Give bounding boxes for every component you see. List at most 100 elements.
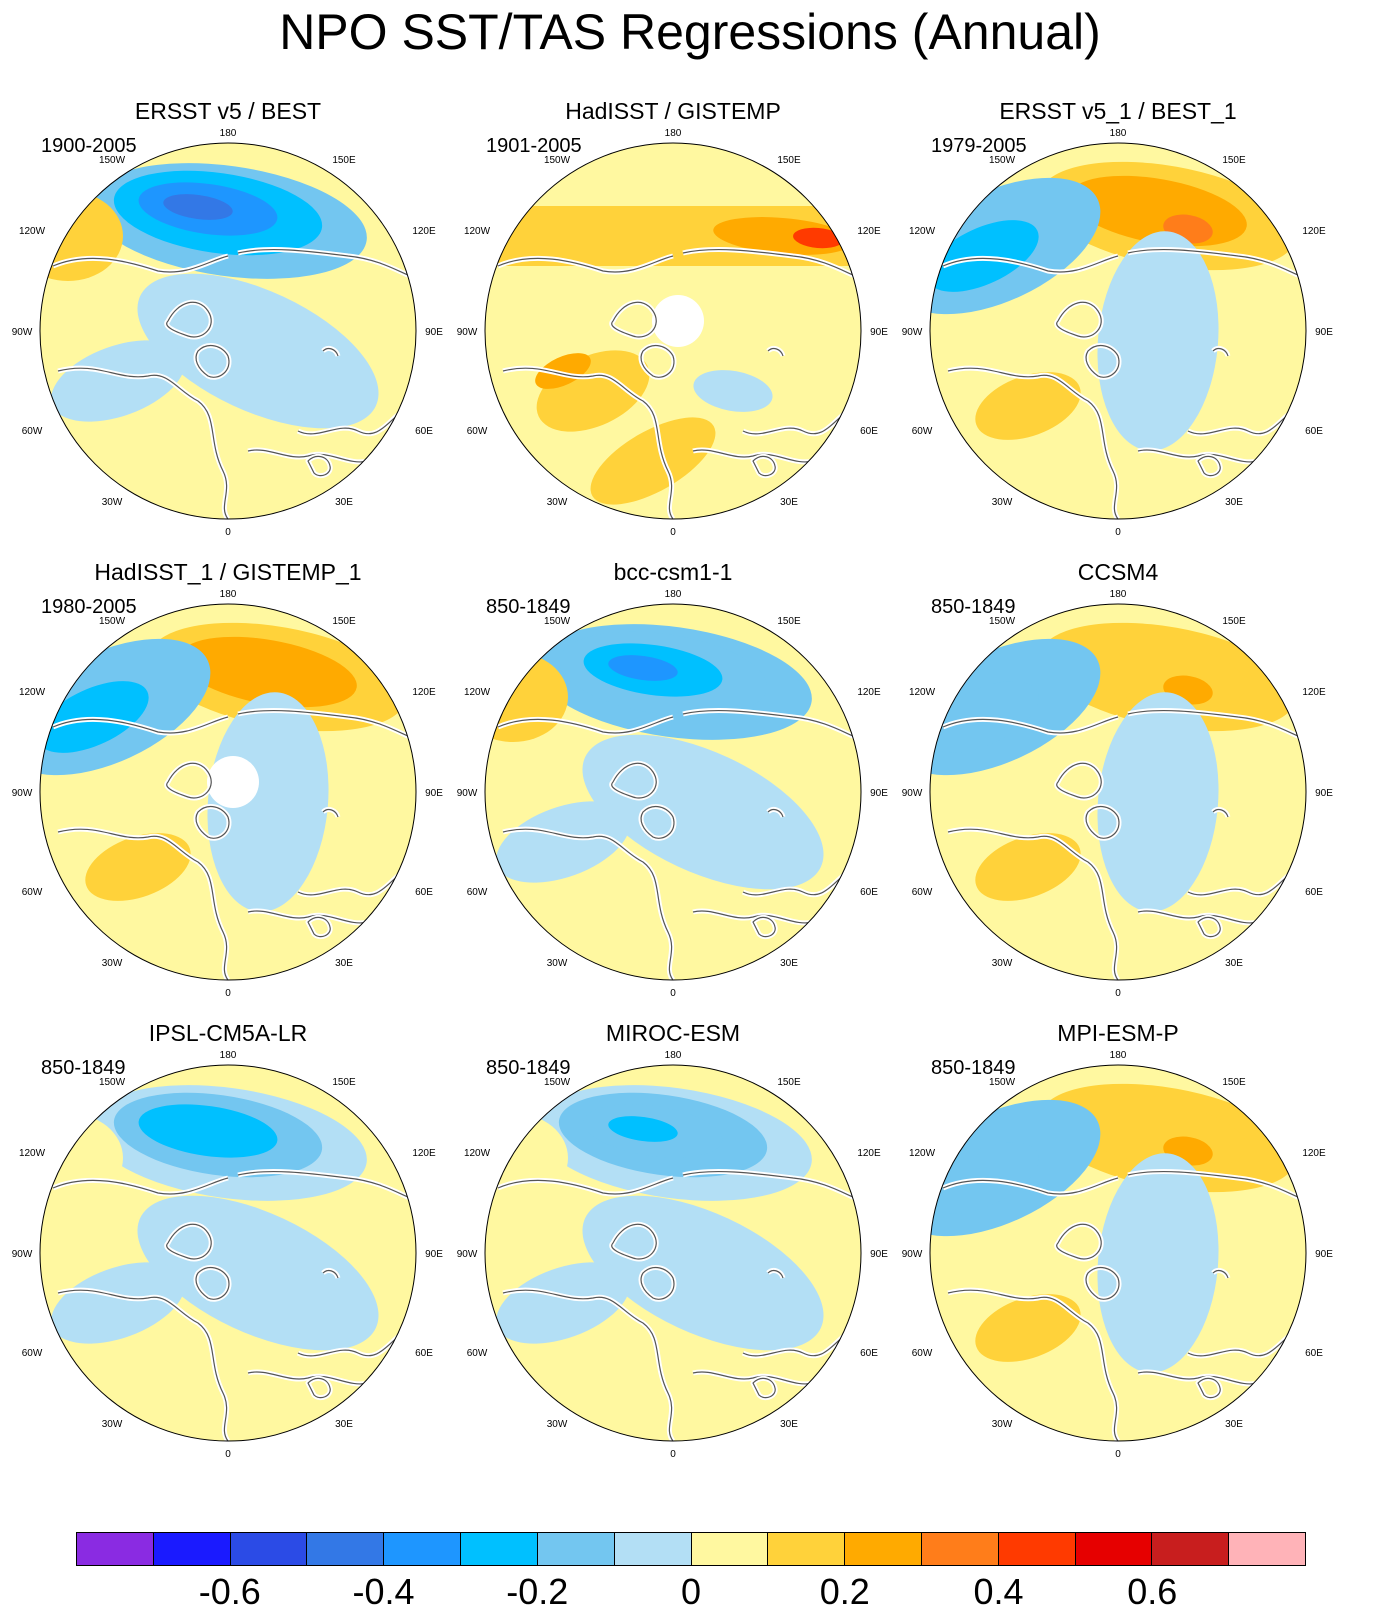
map-panel: 180 0 150W 150E 120W 120E 90W 90E 60W 60E 30W 30E I…	[3, 1018, 453, 1488]
polar-map: 180 0 150W 150E 120W 120E 90W 90E 60W 60E 30W 30E	[457, 1050, 889, 1460]
coastline	[1085, 344, 1120, 378]
longitude-label: 150E	[332, 616, 356, 627]
coastline	[1056, 301, 1102, 338]
longitude-label: 120E	[857, 226, 881, 237]
longitude-label: 60E	[1305, 1348, 1323, 1359]
longitude-label: 150E	[332, 155, 356, 166]
coastline	[237, 248, 411, 277]
panel-title: HadISST / GISTEMP	[565, 98, 781, 124]
polar-map: 180 0 150W 150E 120W 120E 90W 90E 60W 60E 30W 30E	[12, 128, 444, 538]
longitude-label: 90E	[1315, 788, 1333, 799]
coastline	[682, 248, 856, 277]
panel-period: 850-1849	[931, 1057, 1016, 1079]
coastline	[942, 255, 1119, 273]
colorbar-swatch	[998, 1533, 1076, 1565]
coastline	[1056, 1223, 1102, 1260]
map-panel: 180 0 150W 150E 120W 120E 90W 90E 60W 60E 30W 30E M…	[448, 1018, 898, 1488]
panel-title: IPSL-CM5A-LR	[148, 1020, 308, 1046]
coastline	[237, 1170, 411, 1199]
longitude-label: 60E	[860, 1348, 878, 1359]
colorbar-tick-label: -0.4	[352, 1571, 415, 1612]
longitude-label: 30W	[992, 497, 1013, 508]
longitude-label: 180	[220, 1050, 237, 1061]
coastline	[692, 1371, 814, 1385]
regression-contour	[793, 227, 843, 249]
longitude-label: 180	[1110, 589, 1127, 600]
longitude-label: 150W	[989, 155, 1016, 166]
coastline	[237, 709, 411, 738]
panel-title: MPI-ESM-P	[1057, 1020, 1179, 1046]
coastline	[947, 367, 1119, 519]
longitude-label: 90W	[902, 327, 923, 338]
coastline	[1137, 910, 1259, 924]
coastline	[322, 808, 339, 818]
longitude-label: 90W	[12, 1249, 33, 1260]
longitude-label: 90W	[902, 788, 923, 799]
longitude-label: 120E	[1302, 1148, 1326, 1159]
longitude-label: 90W	[12, 327, 33, 338]
longitude-label: 30E	[1225, 1419, 1243, 1430]
coastline	[322, 347, 339, 357]
longitude-label: 150W	[99, 1077, 126, 1088]
longitude-label: 60E	[1305, 426, 1323, 437]
longitude-label: 150E	[777, 155, 801, 166]
longitude-label: 60W	[22, 887, 43, 898]
coastline	[1056, 762, 1102, 799]
map-panel: 180 0 150W 150E 120W 120E 90W 90E 60W 60E 30W 30E H…	[448, 96, 898, 566]
coastline	[1212, 808, 1229, 818]
coastline	[682, 1170, 856, 1199]
panel-period: 1901-2005	[486, 135, 582, 157]
coastline	[247, 910, 369, 924]
coastline	[1137, 1371, 1259, 1385]
longitude-label: 0	[225, 1449, 231, 1460]
coastline	[1127, 709, 1301, 738]
regression-contour	[975, 372, 1081, 440]
map-panel: 180 0 150W 150E 120W 120E 90W 90E 60W 60E 30W 30E E…	[893, 96, 1343, 566]
colorbar-swatch	[921, 1533, 999, 1565]
longitude-label: 120E	[412, 687, 436, 698]
colorbar-swatch	[1152, 1533, 1230, 1565]
longitude-label: 90W	[457, 1249, 478, 1260]
coastline	[942, 1177, 1119, 1195]
longitude-label: 120E	[1302, 226, 1326, 237]
longitude-label: 30W	[102, 1419, 123, 1430]
longitude-label: 90E	[1315, 1249, 1333, 1260]
map-border	[929, 142, 1307, 520]
regression-contour	[582, 1195, 824, 1351]
map-border	[484, 603, 862, 981]
coastline	[166, 762, 212, 799]
longitude-label: 180	[220, 128, 237, 139]
panel-period: 850-1849	[486, 596, 571, 618]
colorbar-tick-label: 0.6	[1127, 1571, 1178, 1612]
coastline	[942, 716, 1119, 734]
longitude-label: 150E	[777, 1077, 801, 1088]
map-border	[484, 1064, 862, 1442]
longitude-label: 90W	[12, 788, 33, 799]
map-border	[484, 142, 862, 520]
longitude-label: 180	[1110, 1050, 1127, 1061]
coastline	[307, 455, 331, 477]
coastline	[1187, 871, 1294, 896]
coastline	[640, 805, 675, 839]
coastline	[1127, 1170, 1301, 1199]
longitude-label: 90W	[902, 1249, 923, 1260]
coastline	[742, 871, 849, 896]
colorbar-swatch	[768, 1533, 846, 1565]
longitude-label: 120W	[909, 1148, 936, 1159]
regression-contour	[207, 692, 329, 912]
coastline	[752, 916, 776, 938]
coastline	[307, 916, 331, 938]
coastline	[52, 1177, 229, 1195]
longitude-label: 90E	[1315, 327, 1333, 338]
longitude-label: 0	[670, 1449, 676, 1460]
longitude-label: 180	[665, 589, 682, 600]
longitude-label: 30E	[335, 958, 353, 969]
longitude-label: 60E	[415, 887, 433, 898]
polar-map: 180 0 150W 150E 120W 120E 90W 90E 60W 60E 30W 30E	[12, 1050, 444, 1460]
longitude-label: 120E	[412, 1148, 436, 1159]
longitude-label: 30W	[547, 1419, 568, 1430]
longitude-label: 30E	[780, 1419, 798, 1430]
coastline	[640, 344, 675, 378]
coastline	[742, 1332, 849, 1357]
longitude-label: 30W	[547, 497, 568, 508]
